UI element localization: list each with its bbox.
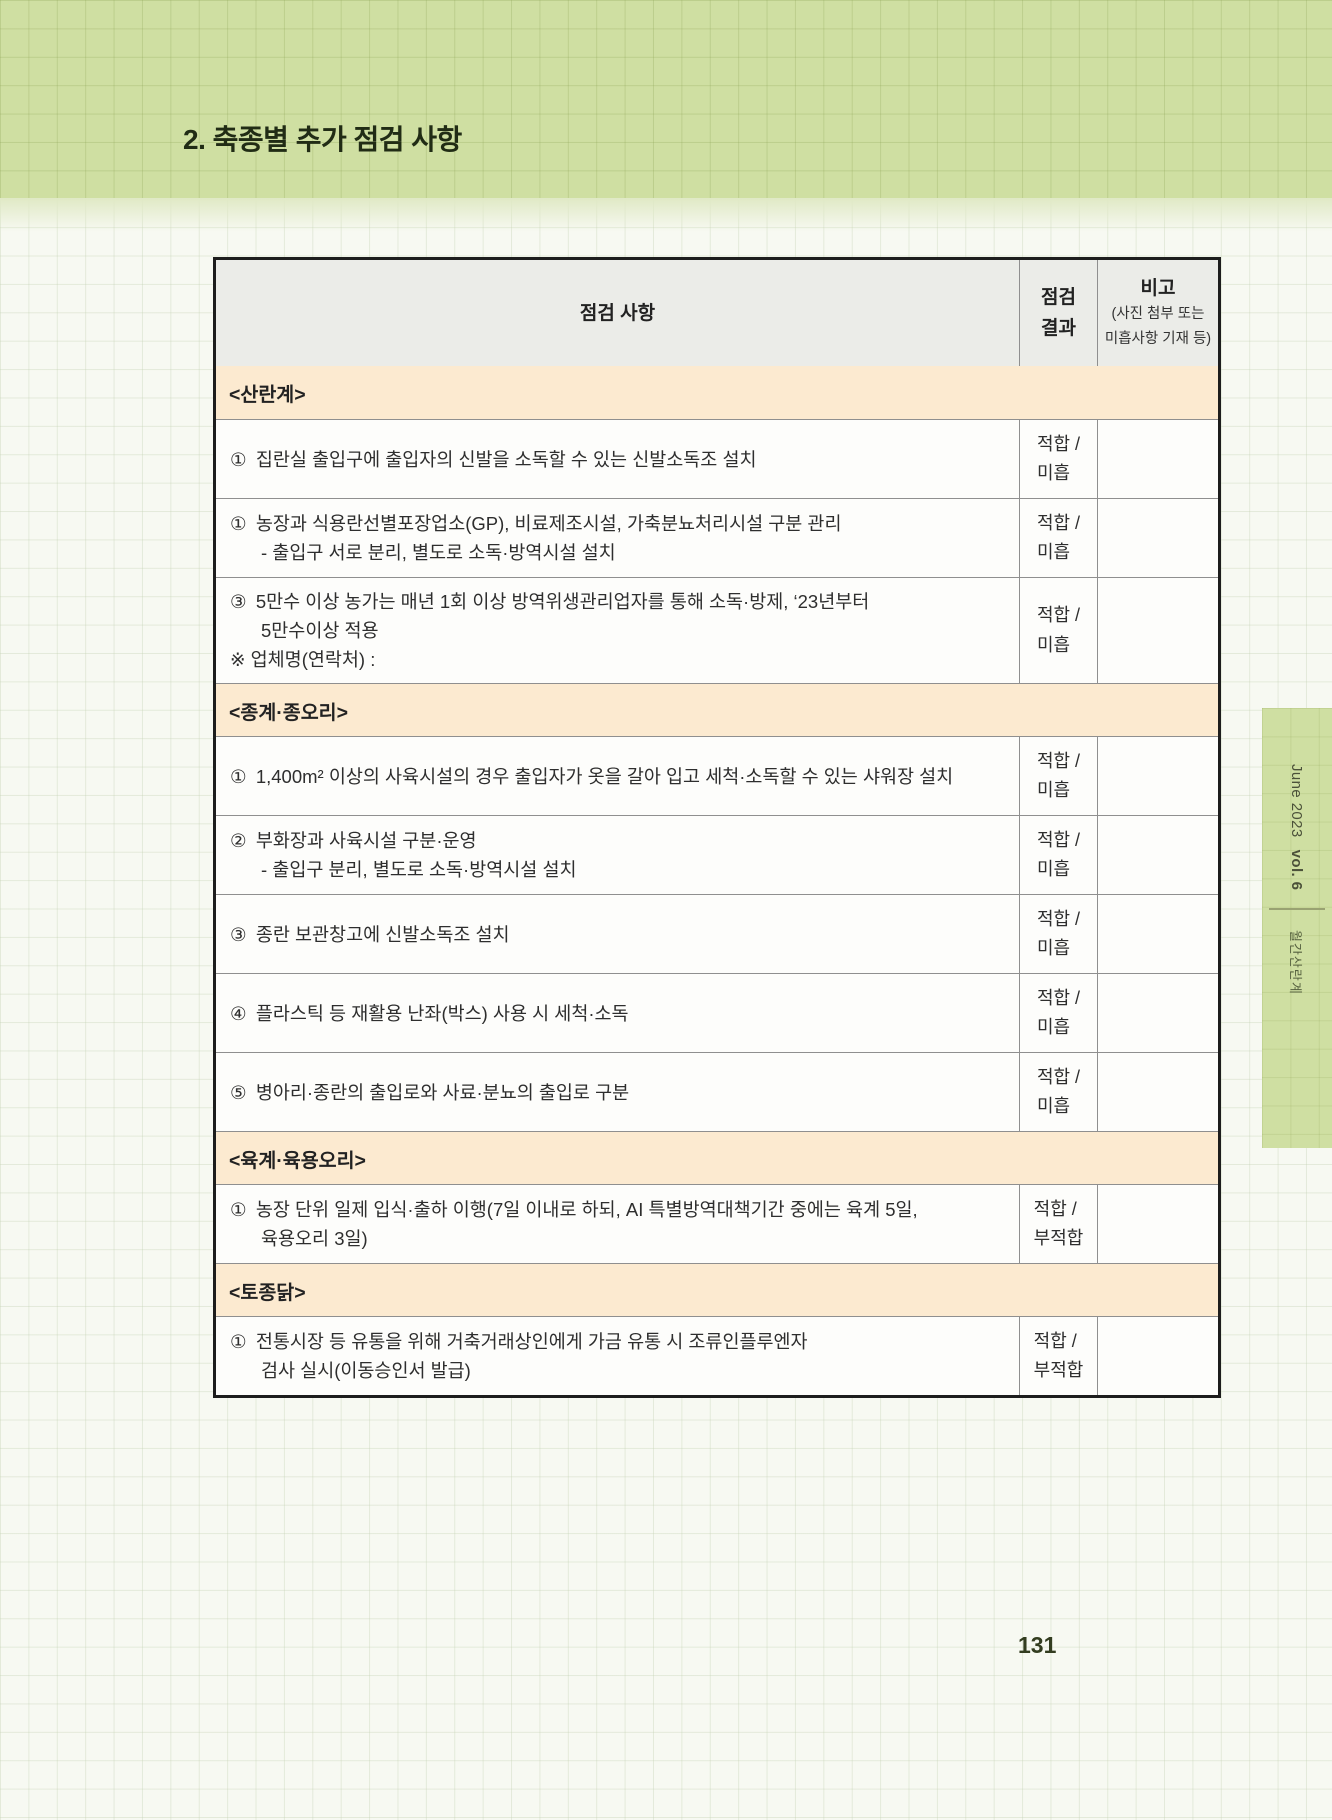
header-cell-remark: 비고 (사진 첨부 또는 미흡사항 기재 등) xyxy=(1097,260,1218,366)
remark-cell xyxy=(1097,895,1218,973)
header-band xyxy=(0,0,1332,198)
result-value: 적합 / 미흡 xyxy=(1019,895,1097,973)
result-value: 적합 / 미흡 xyxy=(1019,420,1097,498)
remark-cell xyxy=(1097,578,1218,683)
header-cell-result: 점검 결과 xyxy=(1019,260,1097,366)
table-body: <산란계> ① 집란실 출입구에 출입자의 신발을 소독할 수 있는 신발소독조 … xyxy=(216,366,1218,1395)
item-line: 육용오리 3일) xyxy=(261,1228,368,1249)
item-text: ① 전통시장 등 유통을 위해 거축거래상인에게 가금 유통 시 조류인플루엔자… xyxy=(216,1317,1019,1395)
header-remark-subtitle: (사진 첨부 또는 미흡사항 기재 등) xyxy=(1104,305,1212,347)
item-line: ※ 업체명(연락처) : xyxy=(230,649,376,670)
remark-cell xyxy=(1097,420,1218,498)
section-row: <육계·육용오리> xyxy=(216,1131,1218,1184)
item-row: ⑤ 병아리·종란의 출입로와 사료·분뇨의 출입로 구분 적합 / 미흡 xyxy=(216,1052,1218,1131)
result-value: 적합 / 미흡 xyxy=(1019,737,1097,815)
checklist-table: 점검 사항 점검 결과 비고 (사진 첨부 또는 미흡사항 기재 등) <산란계… xyxy=(213,257,1221,1398)
item-line: ④ 플라스틱 등 재활용 난좌(박스) 사용 시 세척·소독 xyxy=(230,1002,629,1024)
header-remark-title: 비고 xyxy=(1140,277,1176,299)
remark-cell xyxy=(1097,1317,1218,1395)
result-value: 적합 / 부적합 xyxy=(1019,1185,1097,1263)
result-value: 적합 / 미흡 xyxy=(1019,499,1097,577)
item-line: ① 농장 단위 일제 입식·출하 이행(7일 이내로 하되, AI 특별방역대책… xyxy=(230,1199,918,1220)
item-text: ① 농장과 식용란선별포장업소(GP), 비료제조시설, 가축분뇨처리시설 구분… xyxy=(216,499,1019,577)
item-line: ③ 5만수 이상 농가는 매년 1회 이상 방역위생관리업자를 통해 소독·방제… xyxy=(230,591,870,612)
result-value: 적합 / 미흡 xyxy=(1019,1053,1097,1131)
item-row: ① 전통시장 등 유통을 위해 거축거래상인에게 가금 유통 시 조류인플루엔자… xyxy=(216,1316,1218,1395)
section-row: <산란계> xyxy=(216,366,1218,419)
item-text: ④ 플라스틱 등 재활용 난좌(박스) 사용 시 세척·소독 xyxy=(216,974,1019,1052)
item-line: - 출입구 분리, 별도로 소독·방역시설 설치 xyxy=(261,859,577,880)
remark-cell xyxy=(1097,737,1218,815)
section-label: <육계·육용오리> xyxy=(216,1132,1218,1184)
item-text: ③ 종란 보관창고에 신발소독조 설치 xyxy=(216,895,1019,973)
page-number: 131 xyxy=(1018,1632,1057,1658)
header-cell-item: 점검 사항 xyxy=(216,260,1019,366)
item-row: ④ 플라스틱 등 재활용 난좌(박스) 사용 시 세척·소독 적합 / 미흡 xyxy=(216,973,1218,1052)
result-value: 적합 / 미흡 xyxy=(1019,578,1097,683)
section-row: <토종닭> xyxy=(216,1263,1218,1316)
item-line: ② 부화장과 사육시설 구분·운영 xyxy=(230,830,477,851)
item-text: ① 농장 단위 일제 입식·출하 이행(7일 이내로 하되, AI 특별방역대책… xyxy=(216,1185,1019,1263)
item-line: ① 1,400m² 이상의 사육시설의 경우 출입자가 옷을 갈아 입고 세척·… xyxy=(230,765,954,787)
remark-cell xyxy=(1097,1185,1218,1263)
item-line: 검사 실시(이동승인서 발급) xyxy=(261,1360,471,1381)
item-line: ① 집란실 출입구에 출입자의 신발을 소독할 수 있는 신발소독조 설치 xyxy=(230,448,757,470)
item-line: 5만수이상 적용 xyxy=(261,620,379,641)
item-row: ③ 종란 보관창고에 신발소독조 설치 적합 / 미흡 xyxy=(216,894,1218,973)
remark-cell xyxy=(1097,974,1218,1052)
item-text: ③ 5만수 이상 농가는 매년 1회 이상 방역위생관리업자를 통해 소독·방제… xyxy=(216,578,1019,683)
issue-date-label: June 2023 xyxy=(1288,764,1306,838)
section-label: <종계·종오리> xyxy=(216,684,1218,736)
item-text: ⑤ 병아리·종란의 출입로와 사료·분뇨의 출입로 구분 xyxy=(216,1053,1019,1131)
item-text: ① 집란실 출입구에 출입자의 신발을 소독할 수 있는 신발소독조 설치 xyxy=(216,420,1019,498)
volume-label: vol. 6 xyxy=(1288,849,1306,891)
section-label: <토종닭> xyxy=(216,1264,1218,1316)
item-row: ② 부화장과 사육시설 구분·운영 - 출입구 분리, 별도로 소독·방역시설 설… xyxy=(216,815,1218,894)
item-row: ① 농장과 식용란선별포장업소(GP), 비료제조시설, 가축분뇨처리시설 구분… xyxy=(216,498,1218,577)
item-row: ③ 5만수 이상 농가는 매년 1회 이상 방역위생관리업자를 통해 소독·방제… xyxy=(216,577,1218,683)
item-line: ③ 종란 보관창고에 신발소독조 설치 xyxy=(230,923,510,945)
side-tab-divider xyxy=(1269,908,1325,910)
header-item-label: 점검 사항 xyxy=(579,302,656,324)
item-line: ⑤ 병아리·종란의 출입로와 사료·분뇨의 출입로 구분 xyxy=(230,1081,630,1103)
page-title: 2. 축종별 추가 점검 사항 xyxy=(183,124,462,155)
side-tab-issue-group: June 2023 vol. 6 xyxy=(1262,764,1332,924)
item-text: ① 1,400m² 이상의 사육시설의 경우 출입자가 옷을 갈아 입고 세척·… xyxy=(216,737,1019,815)
item-row: ① 1,400m² 이상의 사육시설의 경우 출입자가 옷을 갈아 입고 세척·… xyxy=(216,736,1218,815)
section-label: <산란계> xyxy=(216,366,1218,419)
header-band-fade xyxy=(0,198,1332,232)
item-line: ① 농장과 식용란선별포장업소(GP), 비료제조시설, 가축분뇨처리시설 구분… xyxy=(230,513,842,534)
item-line: - 출입구 서로 분리, 별도로 소독·방역시설 설치 xyxy=(261,542,616,563)
item-row: ① 농장 단위 일제 입식·출하 이행(7일 이내로 하되, AI 특별방역대책… xyxy=(216,1184,1218,1263)
remark-cell xyxy=(1097,1053,1218,1131)
item-line: ① 전통시장 등 유통을 위해 거축거래상인에게 가금 유통 시 조류인플루엔자 xyxy=(230,1331,808,1352)
remark-cell xyxy=(1097,816,1218,894)
item-text: ② 부화장과 사육시설 구분·운영 - 출입구 분리, 별도로 소독·방역시설 설… xyxy=(216,816,1019,894)
result-value: 적합 / 부적합 xyxy=(1019,1317,1097,1395)
result-value: 적합 / 미흡 xyxy=(1019,816,1097,894)
remark-cell xyxy=(1097,499,1218,577)
section-row: <종계·종오리> xyxy=(216,683,1218,736)
result-value: 적합 / 미흡 xyxy=(1019,974,1097,1052)
table-header-row: 점검 사항 점검 결과 비고 (사진 첨부 또는 미흡사항 기재 등) xyxy=(216,260,1218,366)
side-tab: June 2023 vol. 6 월간산란계 xyxy=(1262,708,1332,1148)
item-row: ① 집란실 출입구에 출입자의 신발을 소독할 수 있는 신발소독조 설치 적합 … xyxy=(216,419,1218,498)
magazine-name-label: 월간산란계 xyxy=(1288,930,1304,995)
